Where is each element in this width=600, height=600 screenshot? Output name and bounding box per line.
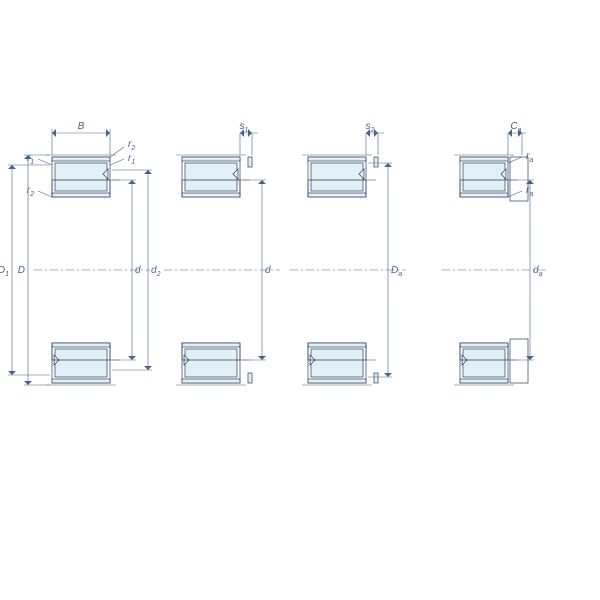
svg-text:r1: r1 (128, 153, 135, 166)
svg-text:Ca: Ca (510, 121, 521, 134)
svg-text:s2: s2 (366, 121, 375, 134)
svg-text:D1: D1 (0, 265, 9, 278)
svg-text:ra: ra (526, 185, 533, 198)
svg-text:d2: d2 (151, 265, 161, 278)
svg-text:B: B (78, 121, 85, 132)
svg-text:s1: s1 (240, 121, 249, 134)
svg-text:d: d (265, 265, 271, 276)
svg-text:Da: Da (391, 265, 402, 278)
svg-text:da: da (533, 265, 543, 278)
svg-text:D: D (18, 265, 25, 276)
svg-text:d: d (135, 265, 141, 276)
svg-text:ra: ra (526, 151, 533, 164)
svg-text:r2: r2 (128, 139, 135, 152)
